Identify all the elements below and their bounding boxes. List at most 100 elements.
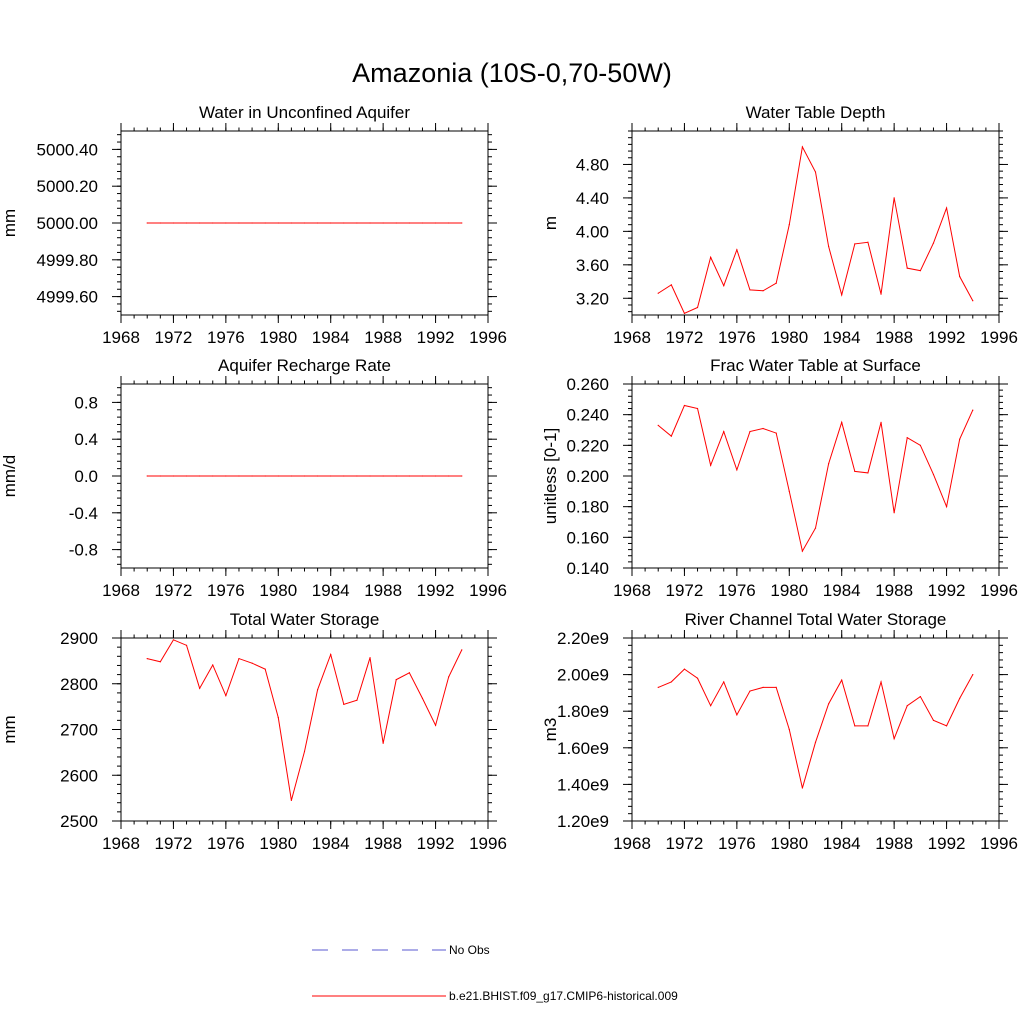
data-point xyxy=(945,725,948,727)
y-tick-label: 2800 xyxy=(60,675,98,694)
panel-title: Water in Unconfined Aquifer xyxy=(199,103,410,122)
data-point xyxy=(723,430,725,433)
y-tick-label: 2600 xyxy=(60,766,98,785)
data-point xyxy=(788,728,790,731)
x-tick-label: 1976 xyxy=(207,328,245,347)
data-point xyxy=(356,222,358,224)
data-point xyxy=(172,222,175,224)
data-point xyxy=(828,463,830,465)
x-tick-label: 1972 xyxy=(155,834,193,853)
data-point xyxy=(382,742,384,744)
data-point xyxy=(356,475,358,477)
data-point xyxy=(356,699,358,701)
data-point xyxy=(303,750,306,753)
data-point xyxy=(330,222,332,224)
data-point xyxy=(723,285,725,287)
data-point xyxy=(893,738,895,740)
data-point xyxy=(238,475,240,477)
data-point xyxy=(828,703,830,705)
plot-frame xyxy=(631,383,1000,569)
x-tick-label: 1980 xyxy=(259,581,297,600)
x-tick-label: 1980 xyxy=(770,328,808,347)
panel-title: Water Table Depth xyxy=(746,103,886,122)
data-point xyxy=(736,469,738,471)
data-point xyxy=(448,475,450,477)
data-point xyxy=(434,222,437,224)
x-tick-label: 1992 xyxy=(417,328,455,347)
data-point xyxy=(225,475,227,477)
data-point xyxy=(670,284,672,286)
data-point xyxy=(788,224,790,226)
data-point xyxy=(343,475,345,477)
data-point xyxy=(814,527,817,529)
data-point xyxy=(448,222,450,224)
x-tick-label: 1988 xyxy=(364,581,402,600)
y-tick-label: 0.0 xyxy=(74,467,98,486)
data-point xyxy=(683,668,686,670)
data-point xyxy=(382,222,384,224)
data-point xyxy=(972,300,974,302)
data-point xyxy=(330,475,332,477)
y-tick-label: 0.8 xyxy=(74,393,98,412)
data-point xyxy=(290,222,292,224)
data-point xyxy=(854,470,856,472)
data-point xyxy=(959,275,961,278)
x-tick-label: 1980 xyxy=(770,834,808,853)
x-tick-label: 1972 xyxy=(155,581,193,600)
y-tick-label: 4.80 xyxy=(576,155,609,174)
x-tick-label: 1992 xyxy=(928,834,966,853)
data-point xyxy=(461,649,463,651)
data-point xyxy=(264,222,266,224)
y-tick-label: 1.80e9 xyxy=(557,702,609,721)
y-axis-label: m3 xyxy=(541,718,560,742)
y-tick-label: 2.00e9 xyxy=(557,666,609,685)
data-point xyxy=(814,171,817,173)
x-tick-label: 1996 xyxy=(469,581,507,600)
x-tick-label: 1984 xyxy=(312,581,350,600)
x-tick-label: 1976 xyxy=(718,581,756,600)
data-point xyxy=(434,724,437,726)
data-point xyxy=(683,312,686,314)
x-tick-label: 1984 xyxy=(823,834,861,853)
data-point xyxy=(959,438,961,440)
data-point xyxy=(670,435,672,437)
y-tick-label: 4.40 xyxy=(576,189,609,208)
data-point xyxy=(212,475,214,477)
data-point xyxy=(880,681,882,683)
data-point xyxy=(251,222,253,224)
y-axis-label: m xyxy=(541,216,560,230)
data-point xyxy=(762,427,764,430)
y-tick-label: 3.20 xyxy=(576,289,609,308)
data-point xyxy=(710,464,712,466)
data-point xyxy=(317,689,319,691)
series-line-model xyxy=(658,668,974,789)
data-point xyxy=(657,292,659,294)
data-point xyxy=(801,550,803,552)
x-tick-label: 1992 xyxy=(928,328,966,347)
data-point xyxy=(264,475,266,477)
y-tick-label: 2700 xyxy=(60,721,98,740)
legend-model-label: b.e21.BHIST.f09_g17.CMIP6-historical.009 xyxy=(449,989,678,1003)
data-point xyxy=(841,679,843,681)
figure-title: Amazonia (10S-0,70-50W) xyxy=(352,58,672,88)
data-point xyxy=(893,512,895,514)
data-point xyxy=(683,404,686,407)
data-point xyxy=(408,672,410,674)
y-tick-label: 4999.80 xyxy=(37,251,98,270)
y-tick-label: 1.20e9 xyxy=(557,812,609,831)
data-point xyxy=(408,475,410,477)
data-point xyxy=(317,222,319,224)
panel-title: Total Water Storage xyxy=(230,610,380,629)
y-tick-label: -0.8 xyxy=(69,541,98,560)
plot-frame xyxy=(631,637,1000,822)
y-tick-label: 0.160 xyxy=(566,528,609,547)
y-axis-label: mm xyxy=(0,209,19,237)
chart-panel-2: Water Table Depth 1968 1972 1976 1980 1984 198… xyxy=(541,103,1018,347)
y-axis-label: mm xyxy=(0,715,19,743)
y-tick-label: 0.260 xyxy=(566,375,609,394)
y-tick-label: 0.200 xyxy=(566,467,609,486)
data-point xyxy=(330,653,332,656)
data-point xyxy=(880,293,882,295)
y-tick-label: 0.4 xyxy=(74,430,98,449)
data-point xyxy=(303,222,306,224)
